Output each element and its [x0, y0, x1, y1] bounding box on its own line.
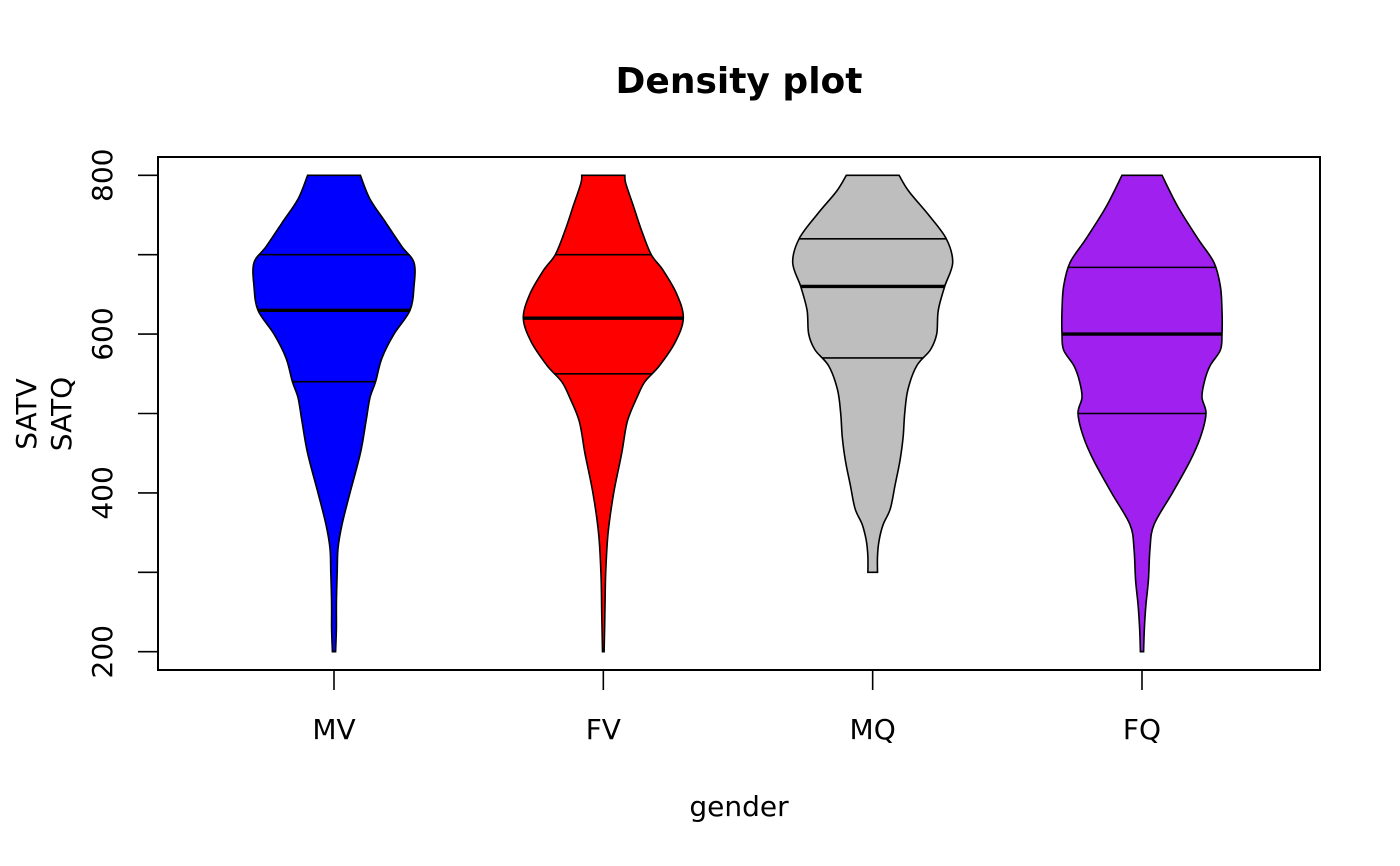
- chart-title: Density plot: [616, 61, 863, 102]
- violin-mv: [252, 174, 416, 653]
- x-axis: MV FV MQ FQ: [312, 670, 1161, 746]
- x-tick-label-fv: FV: [586, 713, 621, 746]
- violin-mq: [791, 174, 954, 574]
- y-axis-title-line-1: SATV: [10, 378, 43, 450]
- violin-layer: [252, 174, 1224, 653]
- y-tick-label: 200: [86, 625, 119, 678]
- violin-body-mv: [252, 174, 416, 653]
- x-axis-title: gender: [689, 790, 789, 823]
- y-tick-label: 800: [86, 149, 119, 202]
- y-axis-title-line-2: SATQ: [45, 377, 78, 451]
- y-axis-title: SATV SATQ: [10, 377, 78, 451]
- violin-body-fv: [522, 174, 685, 653]
- y-tick-label: 400: [86, 466, 119, 519]
- x-tick-label-mv: MV: [312, 713, 355, 746]
- violin-fq: [1060, 174, 1224, 653]
- violin-fv: [522, 174, 685, 653]
- x-tick-label-mq: MQ: [850, 713, 896, 746]
- y-tick-label: 600: [86, 307, 119, 360]
- x-tick-label-fq: FQ: [1123, 713, 1161, 746]
- violin-body-mq: [791, 174, 954, 574]
- y-axis: 200 400 600 800: [86, 149, 159, 678]
